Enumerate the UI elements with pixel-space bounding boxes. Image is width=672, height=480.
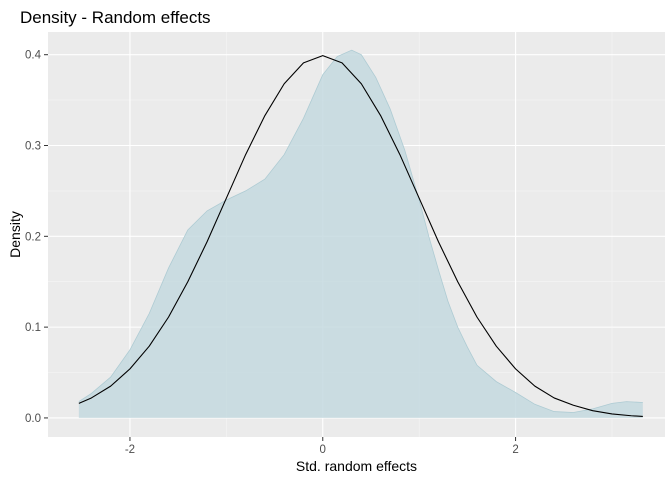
y-tick-label: 0.3 — [25, 141, 41, 153]
x-axis-title: Std. random effects — [296, 458, 417, 474]
y-tick-label: 0.1 — [25, 322, 41, 334]
x-tick-label: 2 — [512, 444, 518, 456]
y-tick-label: 0.0 — [25, 413, 41, 425]
y-tick-label: 0.2 — [25, 231, 41, 243]
x-tick-label: -2 — [125, 444, 135, 456]
density-area-outline — [78, 49, 643, 413]
normal-density-line — [78, 55, 643, 418]
x-tick-label: 0 — [320, 444, 326, 456]
ticks-layer: -2 0 2 0.0 0.1 0.2 0.3 0.4 — [25, 50, 519, 456]
density-area — [78, 50, 643, 418]
series-layer — [78, 49, 643, 418]
chart-title: Density - Random effects — [20, 8, 211, 27]
y-tick-label: 0.4 — [25, 50, 42, 62]
y-axis-title: Density — [7, 211, 23, 258]
